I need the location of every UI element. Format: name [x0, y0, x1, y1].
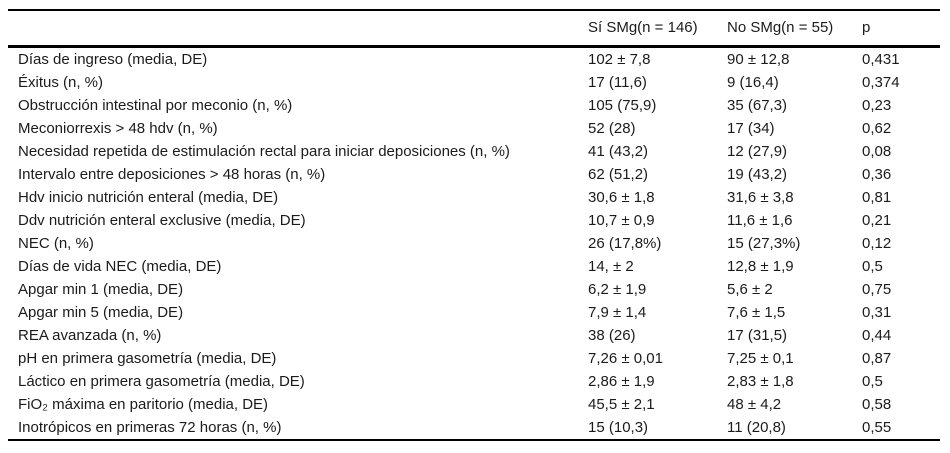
row-label: Intervalo entre deposiciones > 48 horas …	[18, 166, 326, 183]
comparison-table-container: Sí SMg(n = 146) No SMg(n = 55) p Días de…	[8, 9, 940, 441]
cell-no-smg: 17 (34)	[727, 120, 775, 137]
row-label: pH en primera gasometría (media, DE)	[18, 350, 277, 367]
table-row: Días de vida NEC (media, DE) 14, ± 2 12,…	[8, 255, 940, 278]
cell-si-smg: 7,9 ± 1,4	[588, 304, 647, 321]
results-table: Sí SMg(n = 146) No SMg(n = 55) p Días de…	[8, 9, 940, 441]
cell-p-value: 0,44	[862, 327, 892, 344]
cell-si-smg: 38 (26)	[588, 327, 636, 344]
cell-si-smg: 62 (51,2)	[588, 166, 649, 183]
cell-si-smg: 26 (17,8%)	[588, 235, 662, 252]
row-label: Ddv nutrición enteral exclusive (media, …	[18, 212, 306, 229]
cell-si-smg: 7,26 ± 0,01	[588, 350, 663, 367]
cell-no-smg: 12 (27,9)	[727, 143, 788, 160]
table-row: FiO₂ máxima en paritorio (media, DE) 45,…	[8, 393, 940, 416]
cell-no-smg: 12,8 ± 1,9	[727, 258, 794, 275]
cell-p-value: 0,431	[862, 51, 900, 68]
table-row: Éxitus (n, %) 17 (11,6) 9 (16,4) 0,374	[8, 71, 940, 94]
row-label: FiO₂ máxima en paritorio (media, DE)	[18, 396, 269, 413]
row-label: Hdv inicio nutrición enteral (media, DE)	[18, 189, 279, 206]
cell-p-value: 0,31	[862, 304, 892, 321]
cell-no-smg: 35 (67,3)	[727, 97, 788, 114]
cell-si-smg: 52 (28)	[588, 120, 636, 137]
header-no-smg: No SMg(n = 55)	[727, 19, 834, 36]
row-label: Obstrucción intestinal por meconio (n, %…	[18, 97, 293, 114]
cell-no-smg: 7,25 ± 0,1	[727, 350, 794, 367]
cell-si-smg: 6,2 ± 1,9	[588, 281, 647, 298]
cell-no-smg: 48 ± 4,2	[727, 396, 782, 413]
cell-no-smg: 19 (43,2)	[727, 166, 788, 183]
cell-p-value: 0,23	[862, 97, 892, 114]
cell-no-smg: 5,6 ± 2	[727, 281, 773, 298]
row-label: Meconiorrexis > 48 hdv (n, %)	[18, 120, 218, 137]
table-row: Días de ingreso (media, DE) 102 ± 7,8 90…	[8, 47, 940, 72]
cell-p-value: 0,374	[862, 74, 900, 91]
table-row: Láctico en primera gasometría (media, DE…	[8, 370, 940, 393]
row-label: Días de ingreso (media, DE)	[18, 51, 208, 68]
table-row: Apgar min 1 (media, DE) 6,2 ± 1,9 5,6 ± …	[8, 278, 940, 301]
table-row: pH en primera gasometría (media, DE) 7,2…	[8, 347, 940, 370]
cell-no-smg: 9 (16,4)	[727, 74, 779, 91]
cell-no-smg: 11 (20,8)	[727, 419, 786, 436]
cell-si-smg: 2,86 ± 1,9	[588, 373, 655, 390]
cell-no-smg: 31,6 ± 3,8	[727, 189, 794, 206]
cell-si-smg: 30,6 ± 1,8	[588, 189, 655, 206]
table-row: Intervalo entre deposiciones > 48 horas …	[8, 163, 940, 186]
table-row: Necesidad repetida de estimulación recta…	[8, 140, 940, 163]
cell-p-value: 0,21	[862, 212, 892, 229]
header-p-value: p	[862, 19, 871, 36]
cell-p-value: 0,58	[862, 396, 892, 413]
row-label: REA avanzada (n, %)	[18, 327, 162, 344]
row-label: Inotrópicos en primeras 72 horas (n, %)	[18, 419, 282, 436]
row-label: Láctico en primera gasometría (media, DE…	[18, 373, 305, 390]
cell-p-value: 0,81	[862, 189, 892, 206]
table-row: Ddv nutrición enteral exclusive (media, …	[8, 209, 940, 232]
table-row: Inotrópicos en primeras 72 horas (n, %) …	[8, 416, 940, 440]
table-row: Obstrucción intestinal por meconio (n, %…	[8, 94, 940, 117]
table-row: Apgar min 5 (media, DE) 7,9 ± 1,4 7,6 ± …	[8, 301, 940, 324]
cell-p-value: 0,5	[862, 373, 883, 390]
row-label: NEC (n, %)	[18, 235, 94, 252]
cell-si-smg: 41 (43,2)	[588, 143, 649, 160]
cell-no-smg: 90 ± 12,8	[727, 51, 790, 68]
cell-si-smg: 105 (75,9)	[588, 97, 657, 114]
cell-si-smg: 17 (11,6)	[588, 74, 647, 91]
table-row: REA avanzada (n, %) 38 (26) 17 (31,5) 0,…	[8, 324, 940, 347]
row-label: Apgar min 5 (media, DE)	[18, 304, 184, 321]
table-row: Hdv inicio nutrición enteral (media, DE)…	[8, 186, 940, 209]
table-row: NEC (n, %) 26 (17,8%) 15 (27,3%) 0,12	[8, 232, 940, 255]
cell-p-value: 0,08	[862, 143, 892, 160]
header-empty-cell	[8, 10, 588, 47]
cell-p-value: 0,55	[862, 419, 892, 436]
table-row: Meconiorrexis > 48 hdv (n, %) 52 (28) 17…	[8, 117, 940, 140]
cell-p-value: 0,12	[862, 235, 892, 252]
row-label: Éxitus (n, %)	[18, 74, 104, 91]
header-si-smg: Sí SMg(n = 146)	[588, 19, 698, 36]
row-label: Apgar min 1 (media, DE)	[18, 281, 184, 298]
table-header-row: Sí SMg(n = 146) No SMg(n = 55) p	[8, 10, 940, 47]
cell-no-smg: 15 (27,3%)	[727, 235, 801, 252]
cell-si-smg: 45,5 ± 2,1	[588, 396, 655, 413]
cell-p-value: 0,62	[862, 120, 892, 137]
row-label: Días de vida NEC (media, DE)	[18, 258, 222, 275]
cell-p-value: 0,87	[862, 350, 892, 367]
cell-p-value: 0,36	[862, 166, 892, 183]
row-label: Necesidad repetida de estimulación recta…	[18, 143, 510, 160]
cell-si-smg: 10,7 ± 0,9	[588, 212, 655, 229]
cell-p-value: 0,5	[862, 258, 883, 275]
cell-no-smg: 11,6 ± 1,6	[727, 212, 793, 229]
cell-no-smg: 17 (31,5)	[727, 327, 788, 344]
cell-no-smg: 7,6 ± 1,5	[727, 304, 786, 321]
cell-si-smg: 14, ± 2	[588, 258, 634, 275]
cell-no-smg: 2,83 ± 1,8	[727, 373, 794, 390]
cell-p-value: 0,75	[862, 281, 892, 298]
cell-si-smg: 15 (10,3)	[588, 419, 649, 436]
cell-si-smg: 102 ± 7,8	[588, 51, 651, 68]
